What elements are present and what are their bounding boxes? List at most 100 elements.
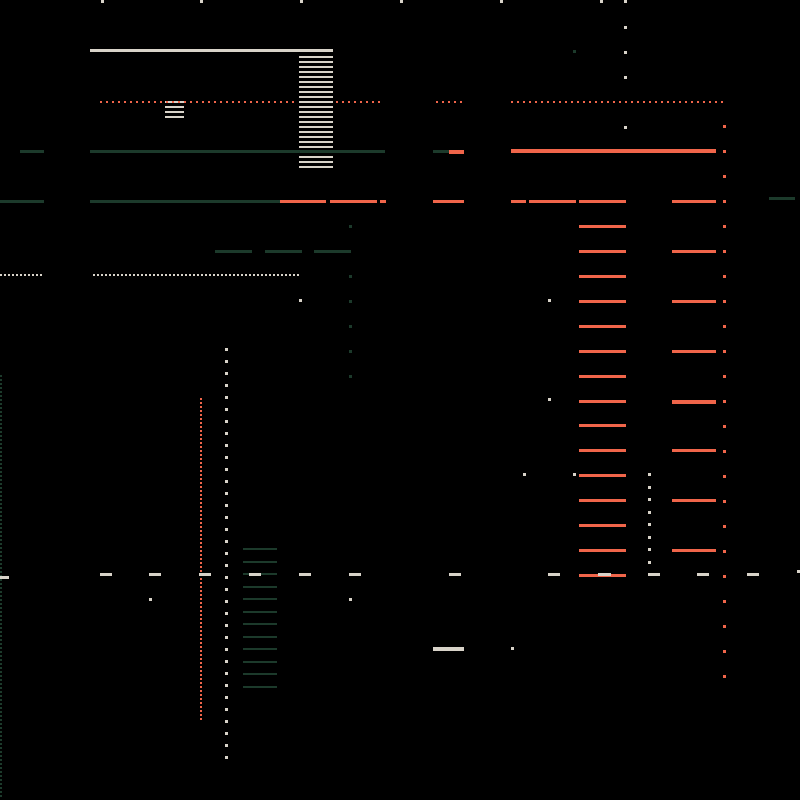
green-left-edge-dots-302 <box>0 539 2 541</box>
green-left-edge-dots-338 <box>0 683 2 685</box>
cream-dots-long-115 <box>181 274 183 276</box>
coral-dots-a-11 <box>166 101 168 103</box>
green-left-edge-dots-307 <box>0 559 2 561</box>
cream-vertical-dots-175 <box>225 708 228 711</box>
coral-dots-a-30 <box>280 101 282 103</box>
green-stack-row <box>243 561 277 563</box>
cream-vertical-dots-158 <box>225 504 228 507</box>
green-left-edge-dots-271 <box>0 415 2 417</box>
coral-dots-d-51 <box>541 101 543 103</box>
coral-vertical-dots-252 <box>200 686 202 688</box>
cream-dots-long-131 <box>245 274 247 276</box>
green-left-edge-dots-301 <box>0 535 2 537</box>
cream-vertical-dots-155 <box>225 468 228 471</box>
cream-dots-long-133 <box>253 274 255 276</box>
coral-vertical-dots-200 <box>200 478 202 480</box>
stripe-block-row <box>299 56 333 58</box>
cream-dots-long-110 <box>161 274 163 276</box>
right-cream-dot-0 <box>624 26 627 29</box>
coral-dots-b-40 <box>378 101 380 103</box>
coral-dots-d-67 <box>637 101 639 103</box>
green-left-edge-dots-337 <box>0 679 2 681</box>
ladder-right-rung-2 <box>672 300 716 303</box>
cream-edge-dash <box>0 576 9 579</box>
coral-vertical-dots-242 <box>200 646 202 648</box>
green-left-edge-dots-281 <box>0 455 2 457</box>
coral-dots-a-20 <box>220 101 222 103</box>
cream-bar-lower <box>433 647 464 651</box>
green-left-edge-dots-300 <box>0 531 2 533</box>
green-left-edge-dots-278 <box>0 443 2 445</box>
cream-vertical-dots-149 <box>225 396 228 399</box>
cream-dots-edge-88 <box>24 274 26 276</box>
coral-dots-d-60 <box>595 101 597 103</box>
cream-col-648-0 <box>648 473 651 476</box>
coral-vertical-dots-248 <box>200 670 202 672</box>
coral-dots-a-24 <box>244 101 246 103</box>
green-left-edge-dots-313 <box>0 583 2 585</box>
coral-vertical-dots-181 <box>200 402 202 404</box>
coral-dots-d-73 <box>673 101 675 103</box>
cream-dots-long-136 <box>265 274 267 276</box>
green-dash-c <box>314 250 351 253</box>
coral-vertical-dots-233 <box>200 610 202 612</box>
cream-dash-9 <box>697 573 709 576</box>
coral-vertical-dots-197 <box>200 466 202 468</box>
cream-vertical-dots-174 <box>225 696 228 699</box>
small-stripe-row <box>165 111 184 113</box>
green-left-edge-dots-317 <box>0 599 2 601</box>
coral-dots-a-12 <box>172 101 174 103</box>
cream-col-648-3 <box>648 511 651 514</box>
green-left-edge-dots-272 <box>0 419 2 421</box>
stripe-block-row <box>299 76 333 78</box>
coral-dots-a-13 <box>178 101 180 103</box>
stripe-block-row <box>299 61 333 63</box>
green-left-edge-dots-287 <box>0 479 2 481</box>
coral-dots-a-27 <box>262 101 264 103</box>
right-coral-dot <box>723 325 726 328</box>
cream-dots-long-143 <box>293 274 295 276</box>
coral-vertical-dots-201 <box>200 482 202 484</box>
cream-col-648-2 <box>648 498 651 501</box>
cream-dots-edge-82 <box>0 274 2 276</box>
ladder-left-rung-7 <box>579 375 626 378</box>
cream-dots-long-126 <box>225 274 227 276</box>
coral-dots-a-18 <box>208 101 210 103</box>
green-left-edge-dots-308 <box>0 563 2 565</box>
cream-vertical-dots-167 <box>225 612 228 615</box>
green-col-dot-2 <box>349 300 352 303</box>
cream-dots-long-139 <box>277 274 279 276</box>
coral-dots-d-58 <box>583 101 585 103</box>
top-tick-5 <box>600 0 603 3</box>
coral-dots-b-33 <box>336 101 338 103</box>
green-left-edge-dots-267 <box>0 399 2 401</box>
coral-dots-a-9 <box>154 101 156 103</box>
green-left-edge-dots-347 <box>0 719 2 721</box>
coral-dots-d-52 <box>547 101 549 103</box>
ladder-left-rung-9 <box>579 424 626 427</box>
cream-dot-548-398 <box>548 398 551 401</box>
stripe-block-row <box>299 146 333 148</box>
coral-dots-a-23 <box>238 101 240 103</box>
stripe-block-row <box>299 106 333 108</box>
coral-vertical-dots-246 <box>200 662 202 664</box>
green-left-edge-dots-360 <box>0 771 2 773</box>
cream-dots-edge-92 <box>40 274 42 276</box>
coral-long-a <box>511 149 716 153</box>
coral-vertical-dots-245 <box>200 658 202 660</box>
ladder-right-rung-7 <box>672 549 716 552</box>
cream-dots-long-124 <box>217 274 219 276</box>
green-left-edge-dots-363 <box>0 783 2 785</box>
coral-vertical-dots-182 <box>200 406 202 408</box>
right-cream-dot-2 <box>624 76 627 79</box>
coral-dots-b-39 <box>372 101 374 103</box>
green-left-edge-dots-333 <box>0 663 2 665</box>
coral-dots-a-26 <box>256 101 258 103</box>
right-cream-dot-1 <box>624 51 627 54</box>
coral-vertical-dots-243 <box>200 650 202 652</box>
ladder-left-rung-0 <box>579 200 626 203</box>
coral-vertical-dots-257 <box>200 706 202 708</box>
cream-dots-long-132 <box>249 274 251 276</box>
stripe-block-row <box>299 136 333 138</box>
